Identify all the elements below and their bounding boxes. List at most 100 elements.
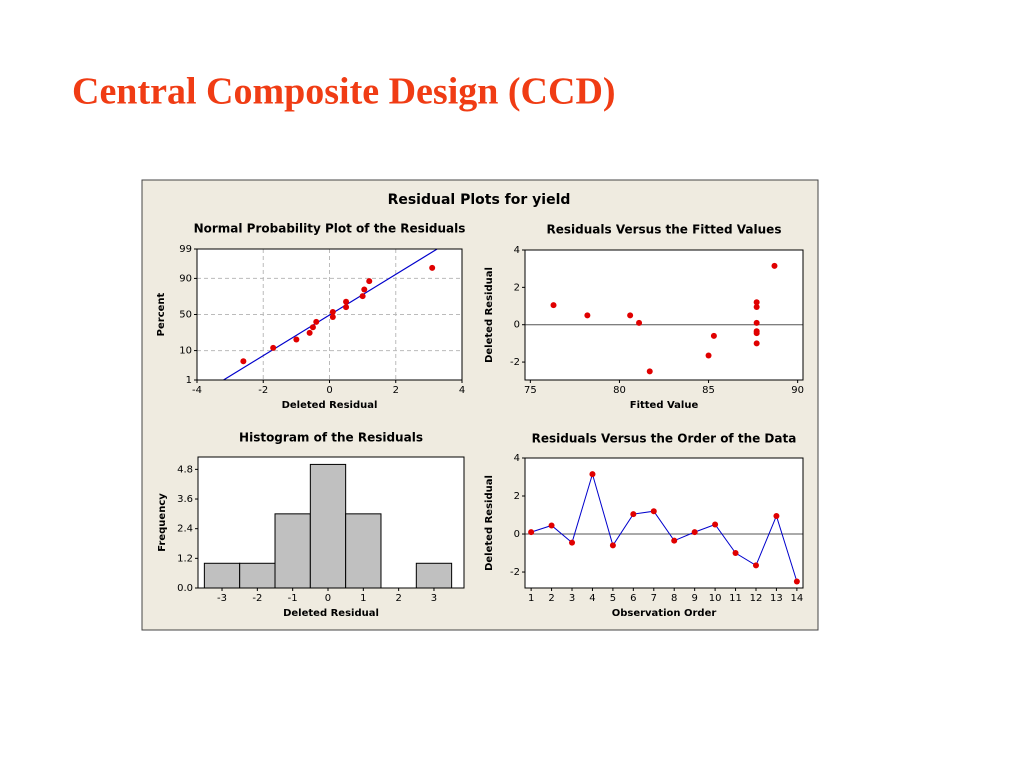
- point: [691, 529, 698, 536]
- panel-title: Residuals Versus the Fitted Values: [547, 223, 782, 237]
- x-tick-label: 8: [671, 593, 677, 604]
- x-axis-label: Observation Order: [612, 608, 717, 619]
- point: [609, 542, 616, 549]
- point: [569, 539, 576, 546]
- point: [650, 508, 657, 515]
- point: [705, 352, 712, 359]
- y-tick-label: 50: [179, 310, 192, 321]
- point: [240, 358, 247, 365]
- x-tick-label: 75: [524, 385, 537, 396]
- plot-frame: [196, 248, 463, 381]
- plot-frame: [524, 457, 804, 589]
- x-tick-label: 3: [431, 593, 437, 604]
- point: [630, 511, 637, 518]
- y-axis-label: Percent: [156, 292, 167, 336]
- point: [270, 344, 277, 351]
- plot-frame: [197, 456, 465, 589]
- figure-title: Residual Plots for yield: [388, 192, 571, 208]
- point: [366, 278, 373, 285]
- point: [361, 286, 368, 293]
- plot-area: [525, 250, 803, 380]
- x-tick-label: 85: [702, 385, 715, 396]
- y-tick-label: 10: [179, 346, 192, 357]
- y-tick-label: 1: [186, 375, 192, 386]
- x-tick-label: 0: [325, 593, 331, 604]
- point: [306, 329, 313, 336]
- y-tick-label: 4: [514, 453, 520, 464]
- bar: [345, 513, 382, 589]
- plot-frame: [524, 249, 804, 381]
- point: [313, 318, 320, 325]
- x-tick-label: 5: [610, 593, 616, 604]
- y-tick-label: 2.4: [177, 524, 193, 535]
- point: [753, 319, 760, 326]
- slide-title: Central Composite Design (CCD): [72, 71, 616, 113]
- point: [732, 550, 739, 557]
- x-tick-label: 6: [630, 593, 636, 604]
- point: [753, 299, 760, 306]
- y-tick-label: 4.8: [177, 464, 193, 475]
- x-tick-label: 14: [791, 593, 804, 604]
- x-tick-label: -2: [252, 593, 262, 604]
- point: [329, 309, 336, 316]
- x-tick-label: 2: [548, 593, 554, 604]
- x-tick-label: 2: [395, 593, 401, 604]
- x-axis-label: Fitted Value: [630, 400, 699, 411]
- x-tick-label: -2: [258, 385, 268, 396]
- bar: [415, 562, 453, 589]
- point: [528, 529, 535, 536]
- x-tick-label: 7: [651, 593, 657, 604]
- y-tick-label: 90: [179, 273, 192, 284]
- x-tick-label: 10: [709, 593, 722, 604]
- point: [710, 332, 717, 339]
- point: [752, 562, 759, 569]
- y-tick-label: 99: [179, 244, 192, 255]
- y-tick-label: 3.6: [177, 494, 193, 505]
- point: [646, 368, 653, 375]
- point: [359, 293, 366, 300]
- y-axis-label: Frequency: [157, 493, 168, 552]
- y-tick-label: 0: [514, 320, 520, 331]
- x-tick-label: 4: [589, 593, 595, 604]
- point: [753, 303, 760, 310]
- y-tick-label: 0: [514, 529, 520, 540]
- y-tick-label: -2: [510, 567, 520, 578]
- x-tick-label: 80: [613, 385, 626, 396]
- x-axis-label: Deleted Residual: [282, 400, 378, 411]
- point: [753, 330, 760, 337]
- bar: [239, 562, 276, 589]
- x-tick-label: 1: [528, 593, 534, 604]
- point: [589, 471, 596, 478]
- y-tick-label: 4: [514, 245, 520, 256]
- point: [309, 324, 316, 331]
- point: [548, 522, 555, 529]
- x-tick-label: 0: [326, 385, 332, 396]
- point: [343, 304, 350, 311]
- point: [343, 298, 350, 305]
- x-tick-label: 13: [770, 593, 783, 604]
- point: [584, 312, 591, 319]
- x-tick-label: 2: [393, 385, 399, 396]
- x-tick-label: 90: [791, 385, 804, 396]
- y-tick-label: -2: [510, 357, 520, 368]
- point: [636, 319, 643, 326]
- y-tick-label: 2: [514, 491, 520, 502]
- bar: [203, 562, 241, 589]
- point: [773, 512, 780, 519]
- panel-title: Normal Probability Plot of the Residuals: [194, 222, 466, 236]
- x-tick-label: 4: [459, 385, 465, 396]
- point: [627, 312, 634, 319]
- point: [753, 340, 760, 347]
- x-tick-label: 9: [691, 593, 697, 604]
- y-tick-label: 0.0: [177, 583, 193, 594]
- point: [429, 264, 436, 271]
- y-axis-label: Deleted Residual: [484, 267, 495, 363]
- x-tick-label: 11: [729, 593, 742, 604]
- point: [793, 578, 800, 585]
- point: [550, 302, 557, 309]
- panel-title: Residuals Versus the Order of the Data: [532, 432, 797, 446]
- point: [712, 521, 719, 528]
- x-axis-label: Deleted Residual: [283, 608, 379, 619]
- point: [329, 313, 336, 320]
